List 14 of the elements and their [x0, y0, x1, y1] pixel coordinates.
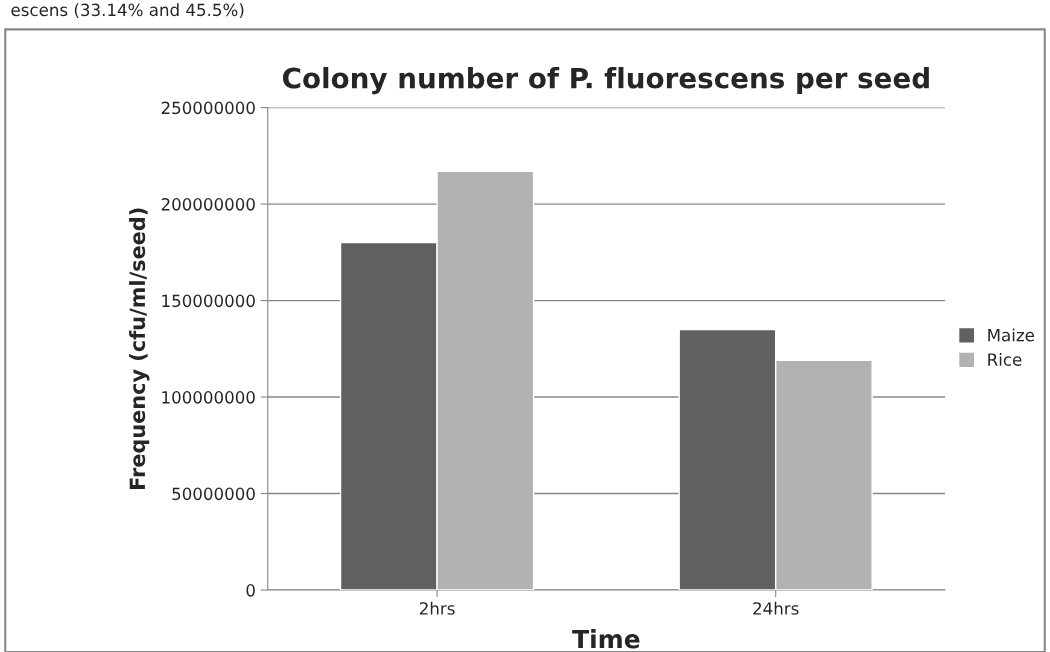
y-axis-title: Frequency (cfu/ml/seed): [129, 208, 150, 489]
y-tick-label: 0: [246, 584, 255, 597]
x-tick-label: 24hrs: [753, 601, 799, 615]
legend-label: Maize: [988, 328, 1035, 342]
chart-title: Colony number of P. fluorescens per seed: [282, 67, 929, 95]
y-tick-label: 250000000: [161, 101, 255, 115]
y-tick-label: 200000000: [161, 198, 255, 211]
text: escens (33.14% and 45.5%): [11, 3, 244, 19]
y-tick-label: 150000000: [162, 294, 255, 308]
legend-label: Rice: [988, 352, 1022, 366]
x-tick-label: 2hrs: [419, 601, 455, 615]
y-tick-label: 100000000: [162, 391, 255, 404]
x-axis-title: Time: [572, 629, 640, 649]
y-tick-label: 50000000: [172, 487, 255, 501]
